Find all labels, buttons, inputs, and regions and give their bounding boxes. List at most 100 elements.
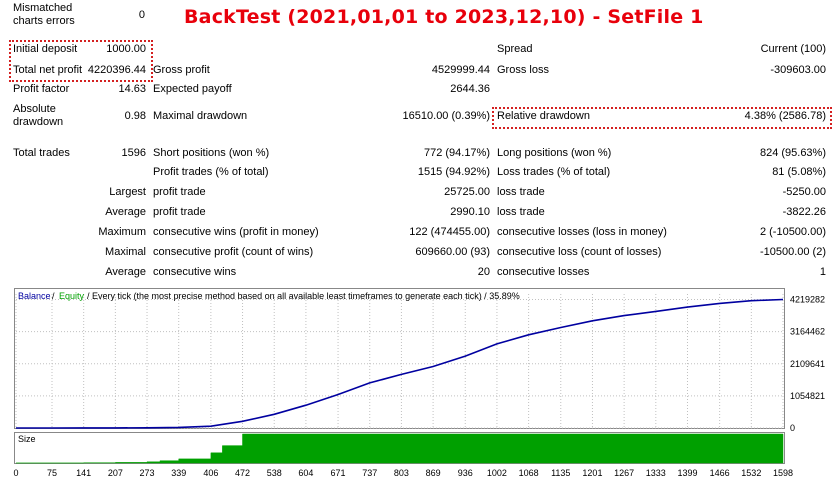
- x-tick-label: 1399: [677, 468, 697, 478]
- maximal-label: Maximal: [105, 246, 146, 258]
- profit-factor-label: Profit factor: [13, 83, 70, 95]
- y-tick-label: 3164462: [790, 327, 825, 337]
- gross-loss-label: Gross loss: [497, 64, 549, 76]
- absolute-drawdown-value: 0.98: [124, 110, 146, 122]
- relative-drawdown-highlight: [492, 107, 832, 129]
- largest-profit-value: 25725.00: [444, 186, 490, 198]
- x-tick-label: 671: [331, 468, 346, 478]
- mismatched-label-2: charts errors: [13, 15, 75, 27]
- maximal-consec-loss-value: -10500.00 (2): [759, 246, 826, 258]
- long-positions-value: 824 (95.63%): [759, 147, 826, 159]
- legend-balance: Balance: [18, 291, 51, 301]
- total-trades-value: 1596: [121, 147, 146, 159]
- average-profit-value: 2990.10: [450, 206, 490, 218]
- avg-consec-wins-value: 20: [477, 266, 490, 278]
- maximal-drawdown-label: Maximal drawdown: [153, 110, 248, 122]
- x-tick-label: 936: [458, 468, 473, 478]
- chart-grid: [15, 294, 784, 429]
- maximal-drawdown-value: 16510.00 (0.39%): [402, 110, 490, 122]
- total-trades-label: Total trades: [13, 147, 70, 159]
- max-consec-losses-value: 2 (-10500.00): [759, 226, 826, 238]
- largest-loss-label: loss trade: [497, 186, 545, 198]
- deposit-profit-highlight: [9, 40, 153, 82]
- gross-profit-label: Gross profit: [153, 64, 210, 76]
- expected-payoff-value: 2644.36: [450, 83, 490, 95]
- gross-loss-value: -309603.00: [770, 64, 826, 76]
- spread-label: Spread: [497, 43, 533, 55]
- largest-loss-value: -5250.00: [782, 186, 826, 198]
- legend-equity: Equity: [59, 291, 85, 301]
- balance-chart: 4219282 3164462 2109641 1054821 0 Balance / …: [13, 288, 825, 478]
- legend-sep-1: /: [52, 291, 55, 301]
- y-tick-label: 0: [790, 423, 795, 433]
- avg-consec-wins-label: consecutive wins: [153, 266, 237, 278]
- x-tick-label: 604: [298, 468, 313, 478]
- short-positions-value: 772 (94.17%): [423, 147, 490, 159]
- x-tick-label: 273: [140, 468, 155, 478]
- x-tick-label: 737: [362, 468, 377, 478]
- initial-deposit-label: Initial deposit: [13, 43, 78, 55]
- profit-factor-value: 14.63: [118, 83, 146, 95]
- expected-payoff-label: Expected payoff: [153, 83, 232, 95]
- x-axis-ticks: 0 75 141 207 273 339 406 472 538 604 671 737 803 869 9…: [13, 468, 793, 478]
- x-tick-label: 141: [76, 468, 91, 478]
- total-net-profit-value: 4220396.44: [87, 64, 146, 76]
- maximal-consec-loss-label: consecutive loss (count of losses): [497, 246, 662, 258]
- profit-trades-label: Profit trades (% of total): [153, 166, 269, 178]
- maximal-consec-profit-label: consecutive profit (count of wins): [153, 246, 314, 258]
- x-tick-label: 207: [108, 468, 123, 478]
- x-tick-label: 1598: [773, 468, 793, 478]
- maximum-label: Maximum: [98, 226, 146, 238]
- relative-drawdown-label: Relative drawdown: [497, 110, 590, 122]
- x-tick-label: 1068: [519, 468, 539, 478]
- loss-trades-label: Loss trades (% of total): [497, 166, 611, 178]
- x-tick-label: 1267: [614, 468, 634, 478]
- maximal-consec-profit-value: 609660.00 (93): [415, 246, 490, 258]
- average2-label: Average: [105, 266, 146, 278]
- avg-consec-losses-value: 1: [819, 266, 826, 278]
- long-positions-label: Long positions (won %): [497, 147, 612, 159]
- loss-trades-value: 81 (5.08%): [772, 166, 826, 178]
- y-tick-label: 4219282: [790, 295, 825, 305]
- avg-consec-losses-label: consecutive losses: [497, 266, 590, 278]
- y-tick-label: 1054821: [790, 391, 825, 401]
- x-tick-label: 1201: [582, 468, 602, 478]
- x-tick-label: 1135: [551, 468, 570, 478]
- total-net-profit-label: Total net profit: [13, 64, 83, 76]
- spread-value: Current (100): [760, 43, 826, 55]
- size-label: Size: [18, 434, 36, 444]
- report-title: BackTest (2021,01,01 to 2023,12,10) - Se…: [184, 6, 704, 28]
- profit-trades-value: 1515 (94.92%): [417, 166, 490, 178]
- gross-profit-value: 4529999.44: [431, 64, 490, 76]
- x-tick-label: 472: [235, 468, 250, 478]
- size-area: [16, 433, 784, 464]
- x-tick-label: 803: [394, 468, 409, 478]
- max-consec-wins-value: 122 (474455.00): [409, 226, 490, 238]
- x-tick-label: 1466: [710, 468, 730, 478]
- absolute-drawdown-label-1: Absolute: [13, 103, 56, 115]
- legend-note: / Every tick (the most precise method ba…: [87, 291, 520, 301]
- x-tick-label: 869: [426, 468, 441, 478]
- x-tick-label: 0: [13, 468, 18, 478]
- absolute-drawdown-label-2: drawdown: [13, 116, 64, 128]
- x-tick-label: 1532: [741, 468, 761, 478]
- x-tick-label: 406: [203, 468, 218, 478]
- average-loss-label: loss trade: [497, 206, 545, 218]
- x-tick-label: 339: [171, 468, 186, 478]
- average-profit-label: profit trade: [153, 206, 206, 218]
- balance-line: [16, 298, 784, 429]
- average-label: Average: [105, 206, 146, 218]
- average-loss-value: -3822.26: [782, 206, 826, 218]
- y-axis-ticks: 4219282 3164462 2109641 1054821 0: [790, 295, 825, 433]
- mismatched-value: 0: [138, 9, 145, 21]
- short-positions-label: Short positions (won %): [153, 147, 270, 159]
- x-tick-label: 538: [267, 468, 282, 478]
- max-consec-losses-label: consecutive losses (loss in money): [497, 226, 667, 238]
- x-tick-label: 75: [47, 468, 57, 478]
- initial-deposit-value: 1000.00: [106, 43, 146, 55]
- y-tick-label: 2109641: [790, 359, 825, 369]
- x-tick-label: 1333: [646, 468, 666, 478]
- mismatched-label-1: Mismatched: [13, 2, 73, 14]
- relative-drawdown-value: 4.38% (2586.78): [744, 110, 826, 122]
- x-tick-label: 1002: [487, 468, 507, 478]
